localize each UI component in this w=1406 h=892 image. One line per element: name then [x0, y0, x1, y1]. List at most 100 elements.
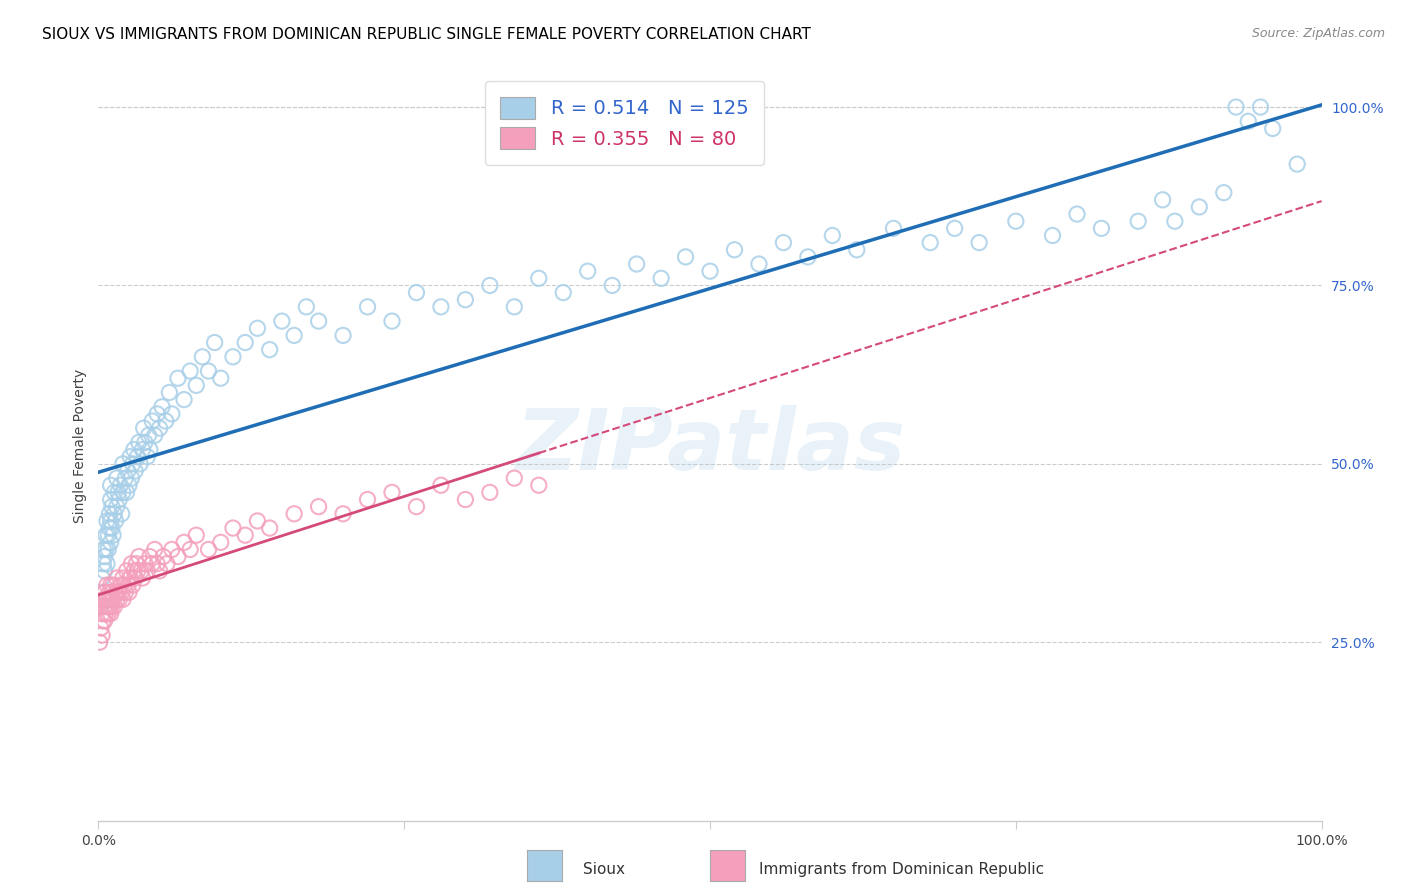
Point [308, 500, 330, 514]
Point [131, 571, 153, 585]
Point [91, 542, 114, 557]
Point [100, 592, 122, 607]
Point [160, 542, 183, 557]
Point [576, 264, 599, 278]
Point [104, 514, 127, 528]
Point [129, 457, 152, 471]
Point [1212, 186, 1234, 200]
Point [117, 578, 139, 592]
Point [97, 528, 120, 542]
Point [209, 535, 232, 549]
Point [103, 507, 125, 521]
Point [478, 278, 501, 293]
Point [91, 628, 114, 642]
Point [173, 392, 195, 407]
Point [111, 507, 134, 521]
Point [1286, 157, 1309, 171]
Point [699, 264, 721, 278]
Point [124, 571, 146, 585]
Point [118, 585, 141, 599]
Point [90, 599, 112, 614]
Point [105, 571, 128, 585]
Point [553, 285, 575, 300]
Point [120, 571, 142, 585]
Point [356, 492, 378, 507]
Point [101, 592, 124, 607]
Point [920, 235, 942, 250]
Point [1042, 228, 1064, 243]
Point [527, 478, 550, 492]
Point [120, 557, 142, 571]
Point [91, 614, 114, 628]
Point [100, 514, 122, 528]
Point [1066, 207, 1088, 221]
Point [127, 564, 149, 578]
Point [356, 300, 378, 314]
Point [111, 485, 134, 500]
Point [93, 585, 115, 599]
Point [626, 257, 648, 271]
Point [96, 557, 118, 571]
Point [270, 314, 294, 328]
Point [93, 614, 115, 628]
Point [125, 557, 148, 571]
Point [1152, 193, 1174, 207]
Point [155, 414, 177, 428]
Point [283, 328, 305, 343]
Point [96, 514, 118, 528]
Point [222, 350, 245, 364]
Point [127, 450, 149, 464]
Point [114, 585, 136, 599]
Point [430, 300, 453, 314]
Point [723, 243, 745, 257]
Point [191, 350, 214, 364]
Point [128, 549, 150, 564]
Point [93, 549, 115, 564]
Text: Sioux: Sioux [583, 863, 626, 877]
Point [101, 500, 124, 514]
Point [405, 285, 427, 300]
Point [772, 235, 794, 250]
Point [259, 521, 281, 535]
Point [246, 321, 269, 335]
Point [204, 335, 226, 350]
Point [143, 428, 166, 442]
Point [600, 278, 623, 293]
Point [943, 221, 966, 235]
Point [478, 485, 501, 500]
Point [120, 471, 142, 485]
Point [295, 300, 318, 314]
Point [89, 635, 111, 649]
Point [1164, 214, 1187, 228]
Point [104, 585, 127, 599]
Point [101, 585, 124, 599]
Text: SIOUX VS IMMIGRANTS FROM DOMINICAN REPUBLIC SINGLE FEMALE POVERTY CORRELATION CH: SIOUX VS IMMIGRANTS FROM DOMINICAN REPUB… [42, 27, 811, 42]
Point [124, 464, 146, 478]
Point [100, 478, 122, 492]
Point [150, 400, 173, 414]
Point [108, 592, 131, 607]
Point [821, 228, 844, 243]
Point [1090, 221, 1112, 235]
Text: Immigrants from Dominican Republic: Immigrants from Dominican Republic [759, 863, 1045, 877]
Point [405, 500, 427, 514]
Point [115, 564, 138, 578]
Point [101, 578, 124, 592]
Point [1249, 100, 1271, 114]
Point [105, 471, 128, 485]
Point [94, 607, 117, 621]
Legend: R = 0.514   N = 125, R = 0.355   N = 80: R = 0.514 N = 125, R = 0.355 N = 80 [485, 81, 763, 165]
Point [149, 564, 172, 578]
Point [110, 578, 132, 592]
Point [454, 293, 477, 307]
Point [111, 571, 134, 585]
Point [91, 592, 114, 607]
Point [115, 485, 138, 500]
Point [94, 592, 117, 607]
Point [103, 485, 125, 500]
Point [1237, 114, 1260, 128]
Point [96, 599, 118, 614]
Point [111, 592, 134, 607]
Point [139, 549, 162, 564]
Point [101, 599, 124, 614]
